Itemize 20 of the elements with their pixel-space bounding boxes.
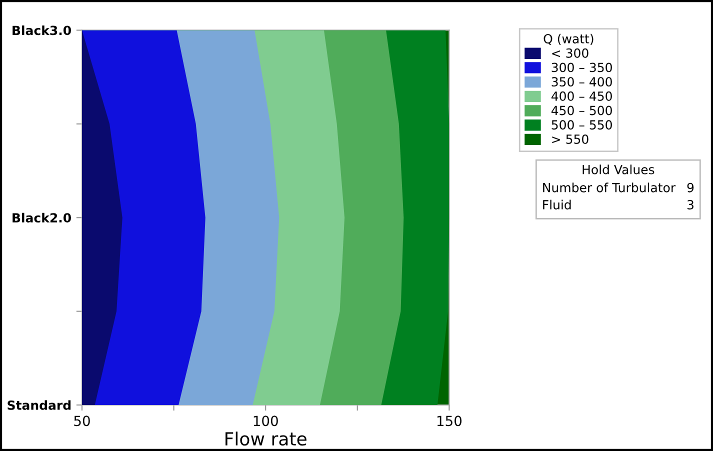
text: Number of Turbulator: [543, 182, 676, 192]
x-tick-label: 150: [437, 416, 462, 426]
y-tick-label: Black3.0: [12, 25, 71, 36]
legend-title: Q (watt): [544, 34, 594, 45]
x-tick-label: 50: [74, 416, 90, 426]
legend-label: 350 – 400: [552, 77, 612, 87]
legend-label: 500 – 550: [552, 120, 612, 130]
legend-label: < 300: [552, 48, 588, 58]
text: 3: [687, 200, 694, 210]
legend-label: 300 – 350: [552, 62, 612, 72]
legend-label: 400 – 450: [551, 91, 612, 101]
text: Fluid: [543, 200, 571, 210]
legend-label: 450 – 500: [551, 106, 612, 116]
x-tick-label: 100: [254, 416, 278, 426]
legend-label: > 550: [552, 134, 588, 144]
text: 9: [687, 182, 694, 192]
y-tick-label: Standard: [8, 400, 71, 410]
x-axis-title: Flow rate: [226, 432, 306, 446]
text: Hold Values: [582, 164, 654, 174]
y-tick-label: Black2.0: [12, 212, 71, 223]
